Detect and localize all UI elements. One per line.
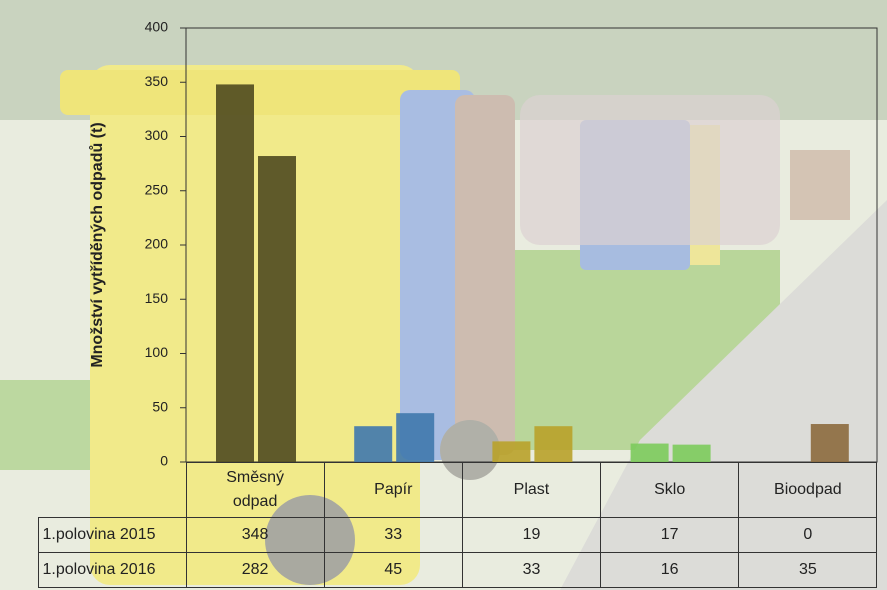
bar <box>811 424 849 462</box>
y-tick-label: 200 <box>145 236 169 252</box>
bar <box>534 426 572 462</box>
table-value-text: 33 <box>384 526 402 544</box>
bar <box>396 413 434 462</box>
category-header: Sklo <box>600 462 739 518</box>
legend-row-label: 1.polovina 2016 <box>38 552 187 588</box>
category-header-text: Sklo <box>654 478 685 502</box>
category-header: Plast <box>462 462 601 518</box>
table-value-text: 348 <box>242 526 269 544</box>
data-table: Směsný odpad Papír Plast Sklo Bioodpad 1.polo… <box>38 462 877 587</box>
bar <box>673 445 711 462</box>
category-header: Směsný odpad <box>186 462 325 518</box>
category-header-text: Směsný odpad <box>215 466 295 514</box>
category-header-text: Plast <box>514 478 550 502</box>
table-value: 33 <box>462 552 601 588</box>
bar <box>216 84 254 462</box>
table-value-text: 35 <box>799 561 817 579</box>
bar <box>492 441 530 462</box>
legend-row-label-text: 1.polovina 2016 <box>43 561 156 579</box>
category-header: Papír <box>324 462 463 518</box>
page: Množství vytříděných odpadů (t) 0 50 100 15… <box>0 0 887 590</box>
table-value-text: 45 <box>384 561 402 579</box>
table-value: 33 <box>324 517 463 553</box>
table-value-text: 16 <box>661 561 679 579</box>
table-value-text: 17 <box>661 526 679 544</box>
y-tick-label: 50 <box>152 398 168 414</box>
y-axis-label: Množství vytříděných odpadů (t) <box>89 122 106 367</box>
y-tick-label: 150 <box>145 290 169 306</box>
table-value-text: 19 <box>523 526 541 544</box>
table-value: 17 <box>600 517 739 553</box>
table-value: 19 <box>462 517 601 553</box>
category-header-text: Bioodpad <box>774 478 842 502</box>
table-value: 35 <box>738 552 877 588</box>
legend-row-label: 1.polovina 2015 <box>38 517 187 553</box>
legend-row-label-text: 1.polovina 2015 <box>43 526 156 544</box>
category-header: Bioodpad <box>738 462 877 518</box>
table-value: 348 <box>186 517 325 553</box>
bar <box>258 156 296 462</box>
y-tick-label: 250 <box>145 181 169 197</box>
table-value: 282 <box>186 552 325 588</box>
table-value-text: 33 <box>523 561 541 579</box>
y-tick-label: 350 <box>145 73 169 89</box>
table-value-text: 0 <box>803 526 812 544</box>
bar <box>631 444 669 462</box>
table-value: 0 <box>738 517 877 553</box>
bar <box>354 426 392 462</box>
y-tick-label: 400 <box>145 19 169 35</box>
category-header-text: Papír <box>374 478 412 502</box>
y-tick-label: 300 <box>145 127 169 143</box>
table-value: 45 <box>324 552 463 588</box>
table-corner <box>38 462 187 518</box>
y-tick-label: 100 <box>145 344 169 360</box>
table-value: 16 <box>600 552 739 588</box>
table-value-text: 282 <box>242 561 269 579</box>
